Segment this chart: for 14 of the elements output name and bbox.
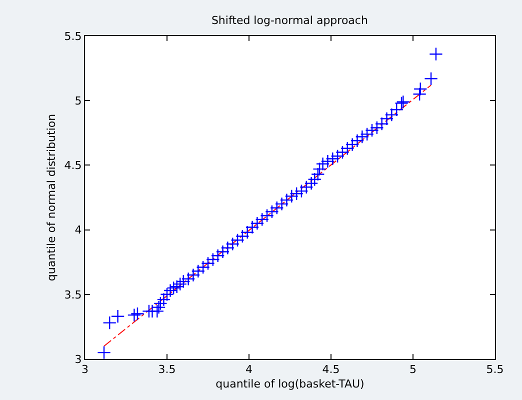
x-tick-label: 3.5	[158, 363, 176, 376]
y-tick-label: 3.5	[64, 288, 82, 302]
y-tick-label: 3	[74, 352, 82, 366]
y-tick-label: 5	[74, 94, 82, 108]
x-tick-label: 4.5	[322, 363, 340, 376]
chart-title: Shifted log-normal approach	[211, 14, 368, 27]
y-tick-label: 4	[74, 224, 82, 237]
y-tick-label: 5.5	[64, 30, 82, 43]
x-axis-title: quantile of log(basket-TAU)	[216, 377, 364, 390]
y-tick-label: 4.5	[64, 159, 82, 172]
x-tick-label: 4	[246, 363, 252, 376]
x-tick-label: 5	[410, 363, 416, 376]
y-axis-title: quantile of normal distribution	[44, 114, 58, 282]
x-tick-label: 5.5	[486, 363, 504, 376]
